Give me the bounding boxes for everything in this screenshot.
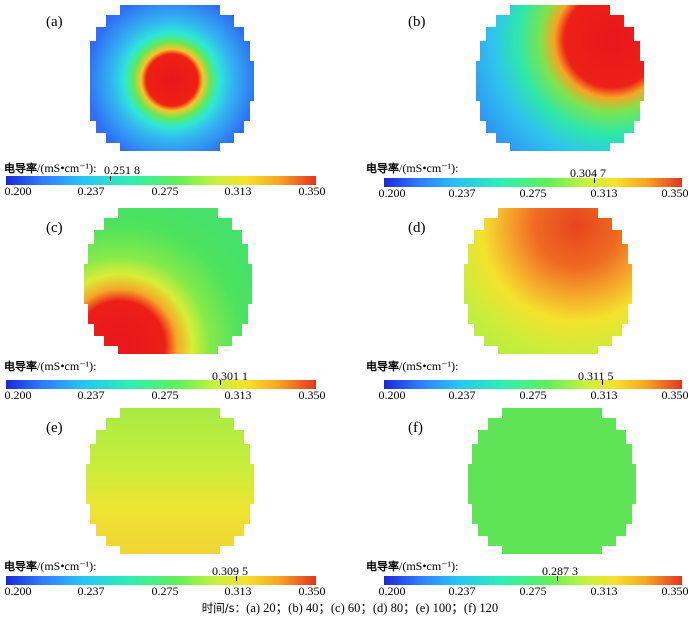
conductivity-map [464, 208, 632, 354]
panel-d: (d) 电导率/(mS•cm⁻¹): 0.311 5 0.200 0.237 0… [362, 206, 697, 402]
colorbar-title: 电导率/(mS•cm⁻¹): [366, 359, 459, 373]
marker-value: 0.287 3 [542, 564, 578, 578]
panel-a: (a) 电导率/(mS•cm⁻¹): 0.251 8 0.200 0.237 0… [0, 0, 335, 198]
colorbar-marker [220, 380, 221, 385]
colorbar [384, 576, 682, 585]
panel-label: (d) [408, 220, 426, 236]
colorbar-title: 电导率/(mS•cm⁻¹): [366, 559, 459, 573]
colorbar [384, 380, 682, 389]
panel-label: (c) [46, 220, 63, 236]
panel-e: (e) 电导率/(mS•cm⁻¹): 0.309 5 0.200 0.237 0… [0, 406, 335, 602]
panel-label: (f) [408, 420, 423, 436]
colorbar [384, 178, 682, 187]
marker-value: 0.251 8 [104, 163, 140, 177]
colorbar-marker [236, 576, 237, 581]
colorbar-marker [594, 178, 595, 183]
colorbar [6, 576, 316, 585]
colorbar-title: 电导率/(mS•cm⁻¹): [4, 359, 97, 373]
conductivity-map [468, 408, 636, 554]
colorbar [6, 176, 316, 185]
panel-f: (f) 电导率/(mS•cm⁻¹): 0.287 3 0.200 0.237 0… [362, 406, 697, 602]
figure-caption: 时间/s：(a) 20；(b) 40；(c) 60；(d) 80；(e) 100… [201, 601, 499, 615]
conductivity-map [90, 5, 254, 151]
marker-value: 0.311 5 [578, 369, 614, 383]
colorbar-marker [557, 576, 558, 581]
colorbar-marker [110, 176, 111, 181]
colorbar-title: 电导率/(mS•cm⁻¹): [4, 559, 97, 573]
conductivity-map [84, 208, 252, 354]
marker-value: 0.304 7 [570, 166, 606, 180]
marker-value: 0.301 1 [212, 369, 248, 383]
colorbar-title: 电导率/(mS•cm⁻¹): [366, 161, 459, 175]
colorbar [6, 380, 316, 389]
panel-c: (c) 电导率/(mS•cm⁻¹): 0.301 1 0.200 0.237 0… [0, 206, 335, 402]
conductivity-map [476, 5, 644, 151]
panel-label: (b) [408, 14, 426, 30]
conductivity-map [86, 408, 254, 554]
colorbar-marker [602, 380, 603, 385]
panel-label: (a) [46, 14, 63, 30]
panel-b: (b) 电导率/(mS•cm⁻¹): 0.304 7 0.200 0.237 0… [362, 0, 697, 200]
marker-value: 0.309 5 [212, 564, 248, 578]
panel-label: (e) [46, 420, 63, 436]
colorbar-title: 电导率/(mS•cm⁻¹): [4, 161, 97, 175]
